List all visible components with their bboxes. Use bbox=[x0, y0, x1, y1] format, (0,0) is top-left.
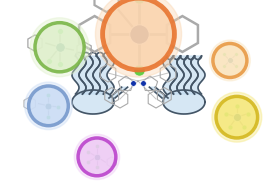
Polygon shape bbox=[184, 56, 198, 94]
Polygon shape bbox=[86, 56, 100, 94]
Polygon shape bbox=[93, 56, 107, 94]
Circle shape bbox=[30, 18, 89, 77]
Polygon shape bbox=[72, 56, 86, 94]
Circle shape bbox=[102, 0, 175, 70]
Circle shape bbox=[216, 96, 258, 138]
Circle shape bbox=[209, 40, 250, 81]
Polygon shape bbox=[100, 56, 114, 94]
Polygon shape bbox=[163, 90, 205, 114]
Circle shape bbox=[213, 43, 247, 77]
Polygon shape bbox=[149, 87, 168, 98]
Circle shape bbox=[74, 134, 120, 180]
Polygon shape bbox=[163, 56, 177, 94]
Polygon shape bbox=[79, 56, 93, 94]
Circle shape bbox=[35, 23, 84, 72]
Polygon shape bbox=[109, 87, 128, 98]
Circle shape bbox=[29, 86, 68, 126]
Circle shape bbox=[25, 82, 72, 130]
Polygon shape bbox=[72, 90, 114, 114]
Polygon shape bbox=[191, 56, 205, 94]
Polygon shape bbox=[170, 56, 184, 94]
Circle shape bbox=[95, 0, 182, 77]
Circle shape bbox=[212, 92, 262, 142]
Circle shape bbox=[78, 138, 116, 176]
Polygon shape bbox=[177, 56, 191, 94]
